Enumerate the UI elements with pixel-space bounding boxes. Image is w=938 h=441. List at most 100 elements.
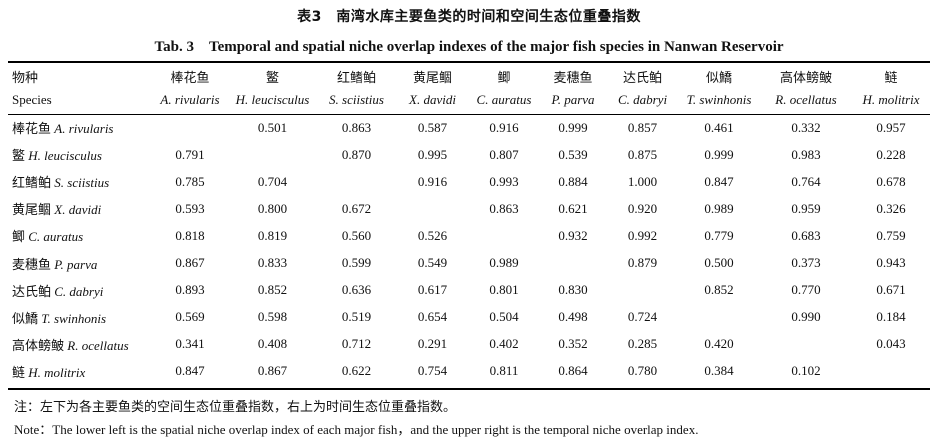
overlap-value-cell: 0.863 [489, 200, 519, 216]
table-note-cn: 注：左下为各主要鱼类的空间生态位重叠指数，右上为时间生态位重叠指数。 [14, 400, 457, 415]
overlap-value-cell: 0.999 [704, 146, 734, 162]
row-species-cn: 高体鳑鲏 [12, 338, 65, 354]
overlap-value-cell: 0.770 [791, 282, 821, 298]
overlap-value-cell: 0.560 [341, 227, 372, 243]
column-header-sci: A. rivularis [160, 92, 220, 107]
overlap-value-cell: 0.830 [558, 282, 588, 298]
overlap-value-cell: 0.420 [704, 336, 734, 352]
overlap-value-cell: 0.712 [341, 336, 372, 352]
overlap-value-cell [469, 222, 539, 249]
overlap-value-cell: 0.943 [876, 255, 906, 271]
overlap-value-cell: 0.791 [175, 146, 205, 162]
overlap-value-cell: 0.539 [558, 146, 588, 162]
row-species-cn: 鲫 [12, 230, 26, 246]
overlap-value-cell: 0.504 [489, 309, 519, 325]
row-species-cn: 麦穗鱼 [12, 257, 52, 273]
overlap-value-cell: 0.587 [417, 119, 448, 135]
overlap-value-cell: 0.549 [417, 255, 448, 271]
overlap-value-cell: 0.759 [876, 227, 906, 243]
overlap-value-cell: 0.408 [257, 336, 288, 352]
overlap-value-cell [539, 249, 607, 276]
overlap-value-cell [852, 358, 930, 385]
table-title-en: Tab. 3 Temporal and spatial niche overla… [154, 39, 784, 55]
overlap-value-cell: 0.983 [791, 146, 821, 162]
overlap-value-cell: 0.818 [175, 227, 205, 243]
overlap-value-cell: 0.228 [876, 146, 906, 162]
row-species: 红鳍鲌 S. sciistius [8, 168, 152, 195]
table-body: 棒花鱼 A. rivularis 0.501 0.863 0.587 0.916 0.99… [8, 114, 930, 385]
header-species: 物种 Species [8, 64, 152, 114]
overlap-value-cell: 0.833 [257, 255, 288, 271]
overlap-value-cell: 0.847 [175, 363, 205, 379]
row-species-sci: P. parva [54, 256, 98, 272]
overlap-value-cell: 0.920 [627, 200, 658, 216]
niche-overlap-table: 物种 Species 棒花鱼 A. rivularis 鳘 H. leucisculu… [8, 64, 930, 385]
overlap-value-cell: 0.852 [257, 282, 288, 298]
column-header-sci: C. auratus [476, 92, 532, 107]
column-header-cn: 鳘 [265, 71, 279, 86]
overlap-value-cell: 0.863 [341, 119, 372, 135]
column-header-sci: S. sciistius [329, 92, 384, 107]
overlap-value-cell: 0.326 [876, 200, 906, 216]
overlap-value-cell: 0.867 [257, 363, 288, 379]
column-header-cn: 麦穗鱼 [553, 71, 593, 86]
overlap-value-cell: 0.341 [175, 336, 205, 352]
overlap-value-cell: 0.875 [627, 146, 658, 162]
table-title-cn: 表3 南湾水库主要鱼类的时间和空间生态位重叠指数 [297, 9, 641, 25]
overlap-value-cell: 0.598 [257, 309, 288, 325]
overlap-value-cell: 0.332 [791, 119, 821, 135]
overlap-value-cell: 0.184 [876, 309, 906, 325]
column-header: 黄尾鲴 X. davidi [396, 64, 469, 114]
overlap-value-cell: 0.672 [341, 200, 372, 216]
column-header: 麦穗鱼 P. parva [539, 64, 607, 114]
row-species-cn: 红鳍鲌 [12, 176, 52, 192]
table-row: 似鱎 T. swinhonis 0.569 0.598 0.519 0.654 0.504… [8, 304, 930, 331]
column-header-sci: H. leucisculus [235, 92, 310, 107]
column-header: 鲫 C. auratus [469, 64, 539, 114]
overlap-value-cell: 0.999 [558, 119, 588, 135]
bottom-rule [8, 388, 930, 390]
overlap-value-cell: 0.291 [417, 336, 448, 352]
overlap-value-cell: 0.352 [558, 336, 588, 352]
row-species-sci: X. davidi [54, 202, 102, 218]
row-species-cn: 达氏鲌 [12, 284, 52, 300]
overlap-value-cell: 0.285 [627, 336, 658, 352]
column-header-cn: 黄尾鲴 [412, 71, 452, 86]
overlap-value-cell: 0.779 [704, 227, 734, 243]
overlap-value-cell: 0.893 [175, 282, 205, 298]
overlap-value-cell: 0.569 [175, 309, 205, 325]
overlap-value-cell: 0.526 [417, 227, 448, 243]
table-row: 黄尾鲴 X. davidi 0.593 0.800 0.672 0.863 0.621 0.… [8, 195, 930, 222]
overlap-value-cell: 0.990 [791, 309, 821, 325]
overlap-value-cell: 0.811 [489, 363, 519, 379]
column-header-cn: 红鳍鲌 [336, 71, 376, 86]
column-header-sci: X. davidi [409, 92, 456, 107]
overlap-value-cell: 0.989 [489, 255, 519, 271]
row-species-sci: A. rivularis [54, 121, 114, 137]
header-species-en: Species [12, 92, 52, 107]
overlap-value-cell [760, 331, 852, 358]
overlap-value-cell: 0.636 [341, 282, 372, 298]
row-species: 似鱎 T. swinhonis [8, 304, 152, 331]
table-row: 鲫 C. auratus 0.818 0.819 0.560 0.526 0.932 0.9… [8, 222, 930, 249]
overlap-value-cell: 0.402 [489, 336, 519, 352]
column-header: 红鳍鲌 S. sciistius [317, 64, 396, 114]
row-species: 鲢 H. molitrix [8, 358, 152, 385]
row-species-cn: 棒花鱼 [12, 122, 52, 138]
overlap-value-cell: 0.884 [558, 173, 588, 189]
header-species-cn: 物种 [12, 71, 39, 86]
overlap-value-cell: 0.995 [417, 146, 448, 162]
table-note-en: Note：The lower left is the spatial niche… [14, 422, 699, 437]
overlap-value-cell [396, 195, 469, 222]
overlap-value-cell: 0.959 [791, 200, 821, 216]
overlap-value-cell: 0.870 [341, 146, 372, 162]
overlap-value-cell: 0.461 [704, 119, 734, 135]
row-species: 鳘 H. leucisculus [8, 141, 152, 168]
overlap-value-cell: 0.621 [558, 200, 588, 216]
row-species: 麦穗鱼 P. parva [8, 249, 152, 276]
row-species-sci: C. dabryi [54, 283, 104, 299]
row-species-sci: R. ocellatus [67, 337, 129, 353]
overlap-value-cell: 0.102 [791, 363, 821, 379]
overlap-value-cell: 0.852 [704, 282, 734, 298]
table-row: 鳘 H. leucisculus 0.791 0.870 0.995 0.807 0.53… [8, 141, 930, 168]
